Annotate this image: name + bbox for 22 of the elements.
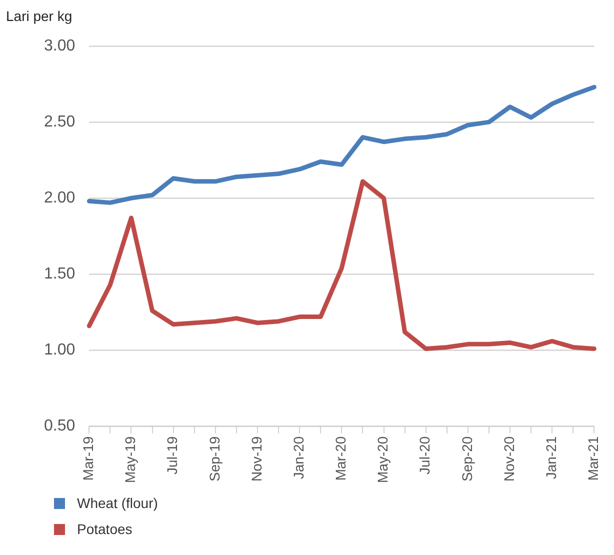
legend-label: Potatoes (77, 521, 132, 537)
x-tick-label: Mar-21 (585, 436, 602, 481)
y-tick-label: 3.00 (44, 37, 76, 54)
x-tick-label: Jul-20 (416, 436, 433, 474)
x-tick-label: Jan-20 (290, 436, 306, 480)
x-tick-label: Jul-19 (164, 436, 180, 474)
x-tick-label: May-19 (122, 436, 138, 484)
x-tick-label: Jan-21 (542, 436, 559, 480)
x-tick-label: Nov-20 (500, 436, 517, 482)
legend-label: Wheat (flour) (77, 495, 158, 511)
y-tick-label: 2.50 (44, 113, 76, 130)
y-tick-label: 2.00 (44, 190, 76, 207)
x-tick-label: Sep-19 (206, 436, 222, 482)
y-tick-label: 0.50 (44, 418, 76, 435)
x-tick-label: Sep-20 (458, 436, 475, 482)
x-tick-label: Mar-20 (332, 436, 349, 481)
y-tick-label: 1.00 (44, 342, 76, 359)
y-axis-title: Lari per kg (6, 8, 72, 24)
x-tick-label: Mar-19 (80, 436, 96, 481)
y-tick-label: 1.50 (44, 266, 76, 283)
x-tick-label: May-20 (374, 436, 391, 484)
x-tick-label: Nov-19 (248, 436, 264, 482)
